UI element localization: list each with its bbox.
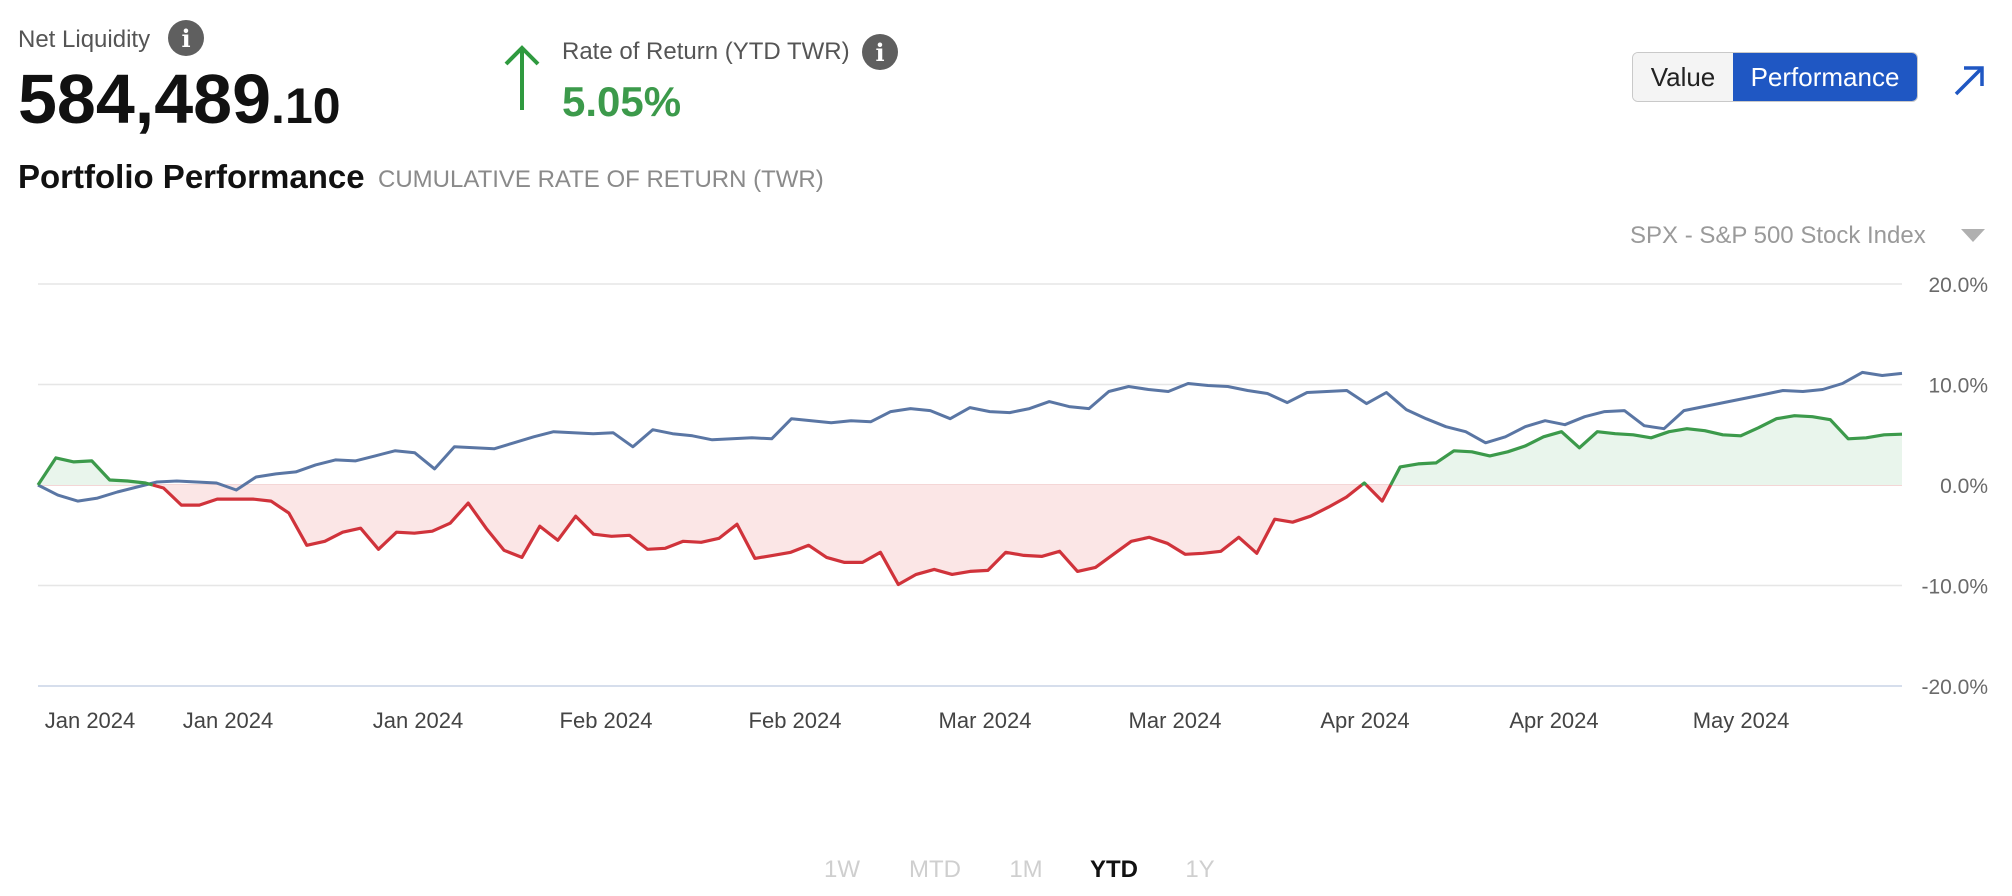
x-tick-label: Apr 2024 [1320, 708, 1409, 733]
view-toggle: Value Performance [1632, 52, 1918, 102]
info-icon[interactable]: i [168, 20, 204, 56]
portfolio-line [152, 483, 1363, 587]
net-liquidity-label: Net Liquidity [18, 26, 151, 53]
value-button[interactable]: Value [1633, 53, 1733, 101]
y-tick-label: 20.0% [1928, 274, 1988, 297]
dropdown-caret-icon[interactable] [1960, 228, 1986, 244]
portfolio-line [36, 456, 154, 487]
x-tick-label: Mar 2024 [939, 708, 1032, 733]
performance-chart: 20.0%10.0%0.0%-10.0%-20.0% Jan 2024 Jan 2… [36, 274, 1988, 733]
x-tick-label: Jan 2024 [183, 708, 274, 733]
net-liquidity-whole: 584,489 [18, 60, 272, 138]
y-tick-label: -20.0% [1921, 676, 1988, 699]
net-liquidity-value: 584,489.10 [18, 64, 341, 134]
x-tick-label: Feb 2024 [560, 708, 653, 733]
positive-area [1390, 415, 1902, 485]
portfolio-line [1389, 414, 1903, 486]
range-1w[interactable]: 1W [824, 856, 860, 883]
range-mtd[interactable]: MTD [909, 856, 961, 883]
range-1y[interactable]: 1Y [1185, 856, 1215, 883]
range-1m[interactable]: 1M [1009, 856, 1043, 883]
portfolio-performance-title: Portfolio Performance [18, 158, 365, 195]
positive-area [38, 457, 153, 485]
x-axis-ticks: Jan 2024 Jan 2024 Jan 2024 Feb 2024 Feb 2024… [45, 708, 1790, 733]
portfolio-line [1360, 481, 1368, 487]
x-tick-label: Apr 2024 [1509, 708, 1598, 733]
net-liquidity-cents: .10 [271, 78, 341, 134]
y-tick-label: -10.0% [1921, 576, 1988, 599]
performance-button[interactable]: Performance [1733, 53, 1917, 101]
benchmark-line [37, 370, 1903, 503]
x-tick-label: Feb 2024 [749, 708, 842, 733]
x-tick-label: Jan 2024 [45, 708, 136, 733]
chart-lines [36, 370, 1903, 587]
portfolio-line [1365, 483, 1393, 503]
y-tick-label: 10.0% [1928, 375, 1988, 398]
x-tick-label: May 2024 [1693, 708, 1790, 733]
benchmark-select[interactable]: SPX - S&P 500 Stock Index [1630, 222, 1926, 249]
info-icon[interactable]: i [862, 34, 898, 70]
y-tick-label: 0.0% [1940, 475, 1988, 498]
expand-arrow-icon[interactable] [1950, 60, 1990, 100]
x-tick-label: Jan 2024 [373, 708, 464, 733]
y-axis-ticks: 20.0% 10.0% 0.0% -10.0% -20.0% [1921, 274, 1988, 699]
arrow-up-icon [504, 45, 540, 110]
chart-fills [38, 415, 1902, 585]
range-ytd[interactable]: YTD [1090, 856, 1138, 883]
negative-area [152, 485, 1362, 585]
rate-of-return-label: Rate of Return (YTD TWR) [562, 38, 850, 65]
rate-of-return-value: 5.05% [562, 78, 682, 125]
portfolio-performance-subtitle: CUMULATIVE RATE OF RETURN (TWR) [378, 166, 824, 193]
x-tick-label: Mar 2024 [1129, 708, 1222, 733]
